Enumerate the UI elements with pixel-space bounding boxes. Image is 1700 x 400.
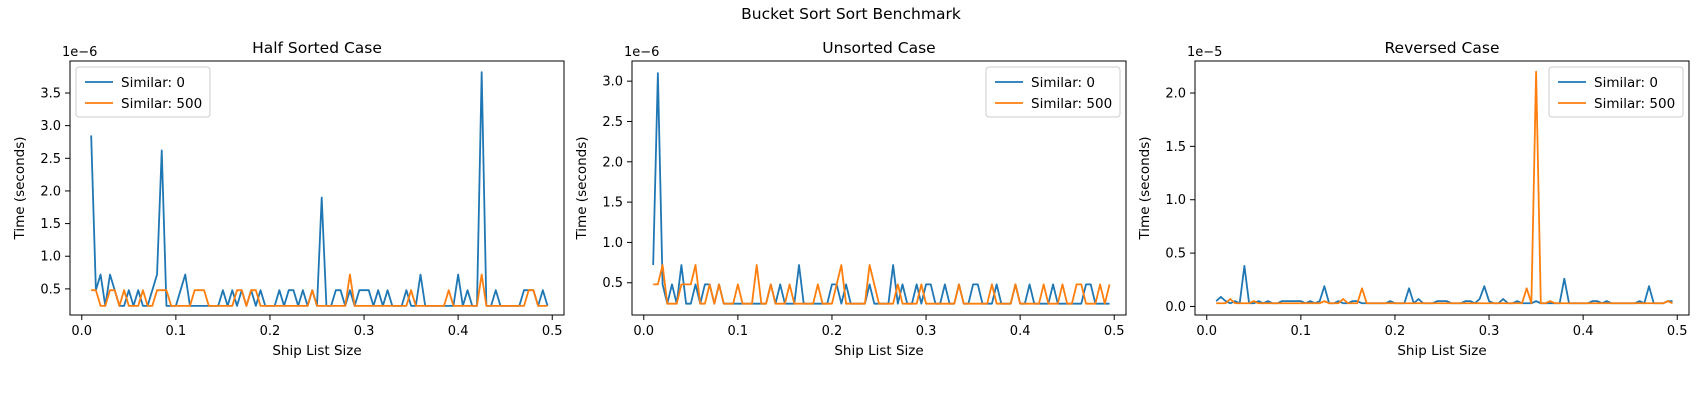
plot-area: 0.0 0.1 0.2 0.3 0.4 0.5 0.0 0.5 1.0 1.5 2.0 Similar…: [1165, 60, 1690, 339]
y-tick-label: 0.5: [40, 282, 61, 297]
x-axis-label: Ship List Size: [834, 343, 923, 359]
x-tick-label: 0.4: [1010, 324, 1031, 339]
subplot-unsorted: Unsorted Case 1e−6 Ship List Size Time (…: [574, 39, 1127, 359]
x-tick-label: 0.1: [1291, 324, 1312, 339]
figure-suptitle: Bucket Sort Sort Benchmark: [741, 5, 961, 23]
series-line-1: [653, 264, 1111, 305]
y-tick-label: 1.5: [40, 217, 61, 232]
series-line-0: [1215, 265, 1673, 305]
x-tick-label: 0.4: [448, 324, 469, 339]
x-tick-label: 0.5: [1104, 324, 1125, 339]
legend: Similar: 0 Similar: 500: [75, 66, 211, 118]
y-tick-label: 2.0: [602, 155, 623, 170]
y-tick-label: 0.5: [1165, 247, 1186, 262]
y-axis-label: Time (seconds): [12, 136, 28, 240]
x-tick-label: 0.5: [1667, 324, 1688, 339]
subplot-title: Half Sorted Case: [252, 39, 382, 57]
subplot-reversed: Reversed Case 1e−5 Ship List Size Time (…: [1137, 39, 1690, 359]
x-tick-label: 0.1: [166, 324, 187, 339]
plot-area: 0.0 0.1 0.2 0.3 0.4 0.5 0.5 1.0 1.5 2.0 2.5 3.0 3.5 S…: [40, 60, 565, 339]
y-tick-label: 1.0: [1165, 193, 1186, 208]
series-line-1: [91, 273, 548, 307]
legend: Similar: 0 Similar: 500: [985, 66, 1121, 118]
y-tick-label: 2.0: [1165, 87, 1186, 102]
legend-label: Similar: 0: [1594, 75, 1658, 91]
y-tick-label: 1.0: [40, 250, 61, 265]
y-tick-label: 1.0: [602, 236, 623, 251]
axes-frame: [69, 60, 565, 316]
y-tick-label: 2.0: [40, 184, 61, 199]
axes-frame: [631, 60, 1127, 316]
x-tick-label: 0.3: [354, 324, 375, 339]
y-tick-label: 3.0: [602, 75, 623, 90]
legend-box: [75, 66, 211, 118]
y-tick-label: 2.5: [40, 152, 61, 167]
x-tick-label: 0.3: [1479, 324, 1500, 339]
plot-area: 0.0 0.1 0.2 0.3 0.4 0.5 0.5 1.0 1.5 2.0 2.5 3.0 Simi…: [602, 60, 1127, 339]
series-line-1: [1216, 70, 1673, 305]
y-tick-label: 2.5: [602, 115, 623, 130]
x-tick-label: 0.0: [1196, 324, 1217, 339]
y-offset-text: 1e−6: [62, 45, 97, 60]
y-axis-label: Time (seconds): [1137, 136, 1153, 240]
series-line-0: [90, 71, 549, 307]
x-tick-label: 0.0: [71, 324, 92, 339]
y-offset-text: 1e−6: [624, 45, 659, 60]
x-axis-label: Ship List Size: [272, 343, 361, 359]
x-axis-label: Ship List Size: [1397, 343, 1486, 359]
legend-label: Similar: 0: [1031, 75, 1095, 91]
legend-label: Similar: 500: [121, 96, 202, 112]
y-tick-label: 1.5: [1165, 140, 1186, 155]
legend-box: [985, 66, 1121, 118]
x-tick-label: 0.5: [542, 324, 563, 339]
subplot-title: Reversed Case: [1384, 39, 1499, 57]
y-tick-label: 0.5: [602, 276, 623, 291]
x-tick-label: 0.2: [1385, 324, 1406, 339]
x-tick-label: 0.1: [728, 324, 749, 339]
x-tick-label: 0.2: [822, 324, 843, 339]
y-tick-label: 3.0: [40, 119, 61, 134]
x-tick-label: 0.2: [260, 324, 281, 339]
x-tick-label: 0.3: [916, 324, 937, 339]
legend-label: Similar: 500: [1031, 96, 1112, 112]
legend: Similar: 0 Similar: 500: [1548, 66, 1684, 118]
legend-label: Similar: 0: [121, 75, 185, 91]
y-tick-label: 1.5: [602, 196, 623, 211]
subplot-half-sorted: Half Sorted Case 1e−6 Ship List Size Tim…: [12, 39, 565, 359]
y-axis-label: Time (seconds): [574, 136, 590, 240]
y-tick-label: 3.5: [40, 86, 61, 101]
x-tick-label: 0.0: [633, 324, 654, 339]
subplot-title: Unsorted Case: [822, 39, 935, 57]
axes-frame: [1194, 60, 1690, 316]
y-tick-label: 0.0: [1165, 300, 1186, 315]
y-offset-text: 1e−5: [1187, 45, 1222, 60]
legend-box: [1548, 66, 1684, 118]
x-tick-label: 0.4: [1573, 324, 1594, 339]
legend-label: Similar: 500: [1594, 96, 1675, 112]
